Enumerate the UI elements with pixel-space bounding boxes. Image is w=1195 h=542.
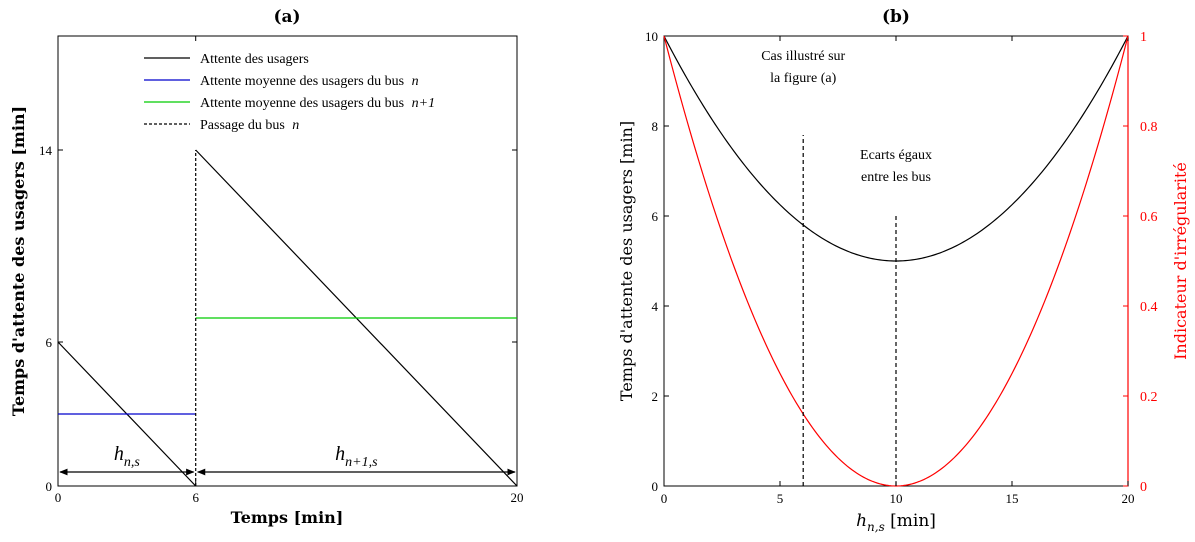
panel-b-annotations: Cas illustré sur la figure (a) Ecarts égau… [761, 49, 932, 185]
panel-a-ticks: 0 6 20 0 6 14 [39, 36, 524, 505]
b-ytick-right-label: 0.2 [1140, 390, 1158, 405]
panel-a-frame [57, 35, 518, 487]
b-ytick-left-label: 2 [652, 389, 659, 404]
panel-b-xlabel-unit: [min] [885, 511, 936, 531]
b-ytick-left-label: 0 [652, 479, 659, 494]
a-xtick-label: 0 [55, 490, 62, 505]
b-ytick-right-label: 0.6 [1140, 210, 1158, 225]
b-xtick-label: 5 [777, 491, 784, 506]
panel-b: (b) 0 5 10 15 20 0 2 4 6 8 10 0 0.2 0.4 0.6 0.8 1 Cas il… [617, 7, 1190, 534]
b-ytick-left-label: 8 [652, 119, 659, 134]
b-ytick-left-label: 6 [652, 209, 659, 224]
b-annotation-0-line-1: la figure (a) [770, 71, 836, 86]
panel-a-legend: Attente des usagers Attente moyenne des u… [144, 52, 435, 133]
panel-b-xlabel-sub: n,s [867, 520, 885, 534]
b-xtick-label: 15 [1006, 491, 1019, 506]
a-ytick-label: 0 [46, 479, 53, 494]
panel-b-series [663, 35, 1129, 487]
panel-b-ticks: 0 5 10 15 20 0 2 4 6 8 10 0 0.2 0.4 0.6 0.8 1 [645, 29, 1158, 506]
a-ytick-label: 6 [46, 335, 53, 350]
panel-b-xlabel: hn,s [min] [856, 511, 936, 534]
b-ytick-right-label: 1 [1140, 30, 1147, 45]
b-annotation-1-line-0: Ecarts égaux [860, 148, 932, 163]
a-xtick-label: 20 [511, 490, 524, 505]
panel-a-series [57, 149, 518, 487]
a-ytick-label: 14 [39, 143, 53, 158]
a-legend-label-0: Attente des usagers [200, 52, 309, 67]
panel-a-ylabel: Temps d'attente des usagers [min] [9, 106, 28, 416]
b-ytick-left-label: 4 [652, 299, 659, 314]
panel-b-ylabel-right: Indicateur d'irrégularité [1171, 162, 1190, 360]
b-xtick-label: 20 [1122, 491, 1135, 506]
panel-a-title: (a) [273, 7, 300, 27]
b-ytick-right-label: 0 [1140, 480, 1147, 495]
a-xtick-label: 6 [192, 490, 199, 505]
a-legend-label-1: Attente moyenne des usagers du bus n [200, 74, 419, 89]
panel-b-xlabel-main: h [856, 511, 867, 531]
a-legend-label-2: Attente moyenne des usagers du bus n+1 [200, 96, 435, 111]
b-annotation-0-line-0: Cas illustré sur [761, 49, 845, 64]
b-ytick-left-label: 10 [645, 29, 658, 44]
panel-b-title: (b) [882, 7, 910, 27]
b-annotation-1-line-1: entre les bus [861, 170, 931, 185]
panel-a-annotations: hn,s hn+1,s [59, 443, 516, 476]
b-ytick-right-label: 0.4 [1140, 300, 1158, 315]
a-annotation-label-1: hn+1,s [335, 443, 378, 470]
panel-b-ylabel-left: Temps d'attente des usagers [min] [617, 121, 636, 401]
a-annotation-label-0: hn,s [114, 443, 141, 470]
panel-a-xlabel: Temps [min] [231, 508, 344, 527]
b-xtick-label: 0 [661, 491, 668, 506]
b-xtick-label: 10 [890, 491, 903, 506]
a-legend-label-3: Passage du bus n [200, 118, 299, 133]
b-ytick-right-label: 0.8 [1140, 120, 1158, 135]
